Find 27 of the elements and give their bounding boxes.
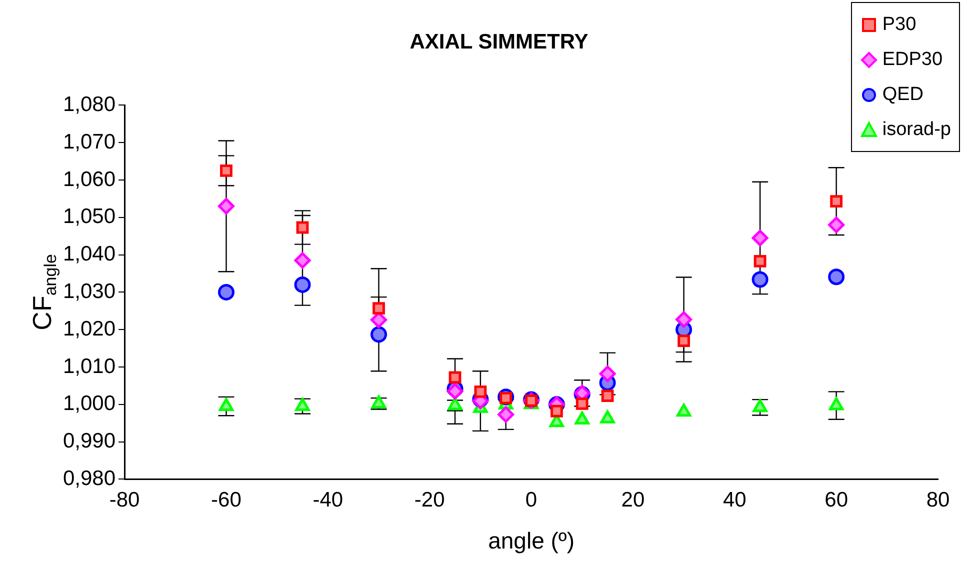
y-tick-label: 1,000 — [62, 392, 116, 416]
y-tick-label: 1,080 — [62, 92, 116, 116]
y-tick-label: 1,040 — [62, 242, 116, 266]
x-axis-title: angle (º) — [488, 528, 574, 554]
y-tick-label: 0,980 — [62, 466, 116, 490]
legend-label: isorad-p — [882, 118, 951, 140]
x-tick-label: 20 — [621, 488, 645, 512]
x-tick-label: -40 — [312, 488, 344, 512]
x-tick-label: -20 — [414, 488, 445, 512]
legend-label: QED — [882, 84, 924, 106]
y-tick-label: 1,050 — [62, 205, 116, 228]
legend-label: P30 — [882, 14, 916, 36]
x-tick-label: 0 — [525, 488, 538, 512]
x-tick-label: -60 — [211, 488, 242, 512]
x-tick-label: 40 — [722, 488, 746, 512]
chart-title: AXIAL SIMMETRY — [410, 30, 588, 54]
x-tick-label: -80 — [109, 488, 140, 512]
x-tick-label: 80 — [926, 488, 950, 512]
y-tick-label: 1,020 — [62, 317, 116, 340]
x-tick-label: 60 — [824, 488, 848, 512]
legend-label: EDP30 — [882, 48, 943, 70]
y-axis-title: CFangle — [27, 254, 60, 330]
y-tick-label: 1,060 — [62, 168, 116, 191]
y-tick-label: 1,010 — [62, 354, 116, 378]
y-tick-label: 1,030 — [62, 280, 116, 303]
y-tick-label: 1,070 — [62, 130, 116, 154]
y-tick-label: 0,990 — [62, 430, 116, 453]
